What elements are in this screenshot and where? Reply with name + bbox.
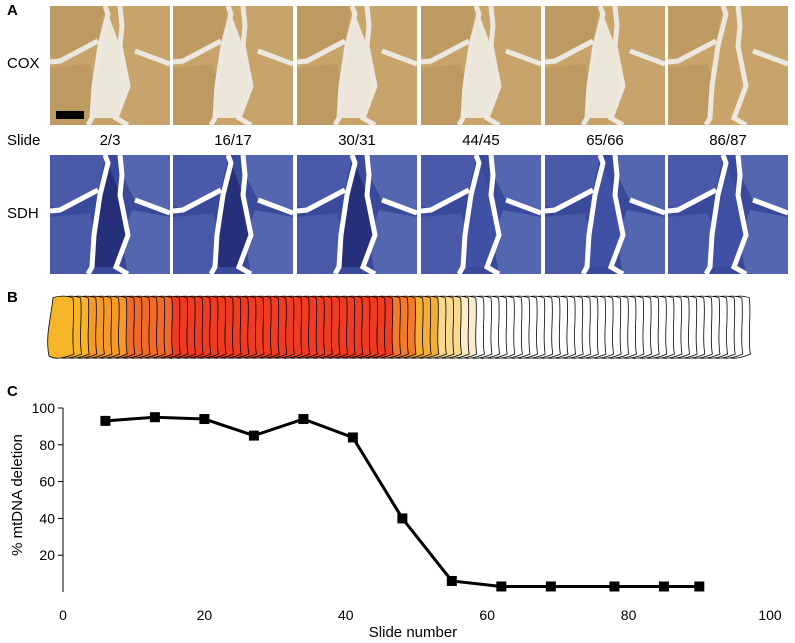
data-point [496, 581, 507, 592]
cox-micrograph-5 [545, 6, 665, 125]
sdh-row-label: SDH [7, 205, 39, 222]
data-point [248, 430, 259, 441]
chart-ticks: 20 40 60 80 100 0 20 40 60 80 100 [32, 400, 782, 623]
slide-label-1: 2/3 [99, 132, 121, 149]
slide-header-label: Slide [7, 132, 41, 149]
series-line [105, 415, 700, 588]
slide-label-6: 86/87 [709, 132, 747, 149]
sdh-micrograph-2 [173, 155, 293, 274]
slide-label-2: 16/17 [214, 132, 252, 149]
fiber-slice [47, 295, 75, 359]
data-point [545, 581, 556, 592]
data-point [100, 415, 111, 426]
data-point [347, 432, 358, 443]
y-tick-label: 60 [39, 474, 55, 490]
cox-micrograph-4 [421, 6, 541, 125]
data-point [397, 513, 408, 524]
y-tick-label: 80 [39, 437, 55, 453]
sdh-micrograph-6 [668, 155, 788, 274]
slide-label-4: 44/45 [462, 132, 500, 149]
panel-label-a: A [7, 2, 18, 19]
data-point [199, 414, 210, 425]
cox-micrograph-3 [297, 6, 417, 125]
sdh-micrograph-4 [421, 155, 541, 274]
x-tick-label: 40 [338, 607, 354, 623]
cox-row-label: COX [7, 55, 40, 72]
y-tick-label: 40 [39, 510, 55, 526]
panel-label-c: C [7, 383, 18, 400]
x-tick-label: 60 [479, 607, 495, 623]
sdh-micrograph-3 [297, 155, 417, 274]
x-tick-label: 80 [621, 607, 637, 623]
y-tick-label: 20 [39, 547, 55, 563]
slide-label-3: 30/31 [338, 132, 376, 149]
scale-bar [56, 111, 84, 119]
sdh-micrograph-1 [50, 155, 170, 274]
x-tick-label: 100 [758, 607, 782, 623]
panel-label-b: B [7, 289, 18, 306]
cox-micrograph-2 [173, 6, 293, 125]
serial-section-diagram [47, 295, 751, 359]
sdh-micrograph-5 [545, 155, 665, 274]
data-point [446, 575, 457, 586]
x-axis-label: Slide number [369, 624, 457, 641]
y-tick-label: 100 [32, 400, 56, 416]
data-point [658, 581, 669, 592]
data-point [298, 414, 309, 425]
series-markers [100, 412, 705, 592]
x-tick-label: 0 [59, 607, 67, 623]
x-tick-label: 20 [197, 607, 213, 623]
cox-micrograph-6 [668, 6, 788, 125]
data-point [149, 412, 160, 423]
data-point [694, 581, 705, 592]
data-point [609, 581, 620, 592]
cox-micrograph-1 [50, 6, 170, 125]
slide-label-5: 65/66 [586, 132, 624, 149]
fiber-slices [47, 295, 751, 359]
mtdna-deletion-chart: 20 40 60 80 100 0 20 40 60 80 100 Slide number % m… [9, 400, 782, 641]
y-axis-label: % mtDNA deletion [9, 434, 26, 556]
